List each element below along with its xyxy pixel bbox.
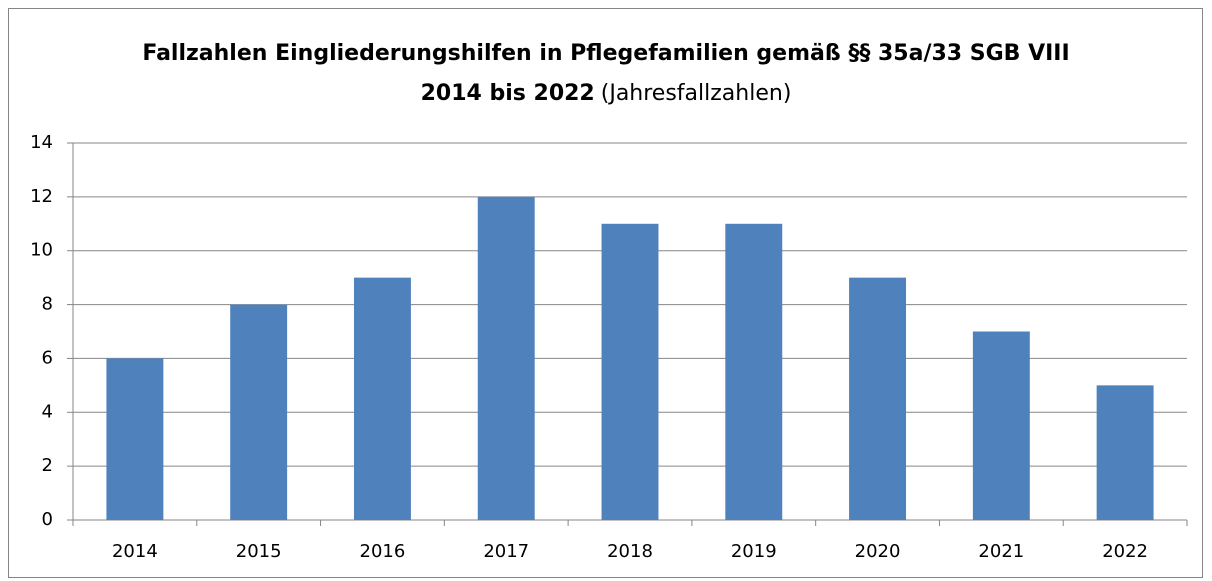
chart-frame [8,8,1203,578]
bar [477,196,535,520]
bar [106,358,164,520]
bar [725,223,783,521]
x-tick-label: 2015 [236,541,282,562]
y-tick-label: 12 [30,186,53,207]
bar [972,331,1030,520]
y-tick-label: 4 [42,401,53,422]
x-tick-label: 2021 [978,541,1024,562]
x-tick-label: 2020 [855,541,901,562]
x-tick-label: 2019 [731,541,777,562]
x-tick-label: 2016 [360,541,406,562]
bar [1096,385,1154,520]
x-tick-label: 2018 [607,541,653,562]
chart-title-block: Fallzahlen Eingliederungshilfen in Pfleg… [120,34,1092,114]
y-tick-label: 0 [42,509,53,530]
bar [601,223,659,521]
chart-title: Fallzahlen Eingliederungshilfen in Pfleg… [142,41,1070,106]
y-tick-label: 8 [42,294,53,315]
bar [230,304,288,520]
y-tick-label: 6 [42,347,53,368]
chart-subtitle: (Jahresfallzahlen) [600,81,792,106]
bar [353,277,411,520]
x-tick-label: 2017 [483,541,529,562]
x-tick-label: 2022 [1102,541,1148,562]
y-tick-label: 10 [30,240,53,261]
y-tick-label: 2 [42,455,53,476]
y-tick-label: 14 [30,132,53,153]
x-tick-label: 2014 [112,541,158,562]
bar [849,277,907,520]
